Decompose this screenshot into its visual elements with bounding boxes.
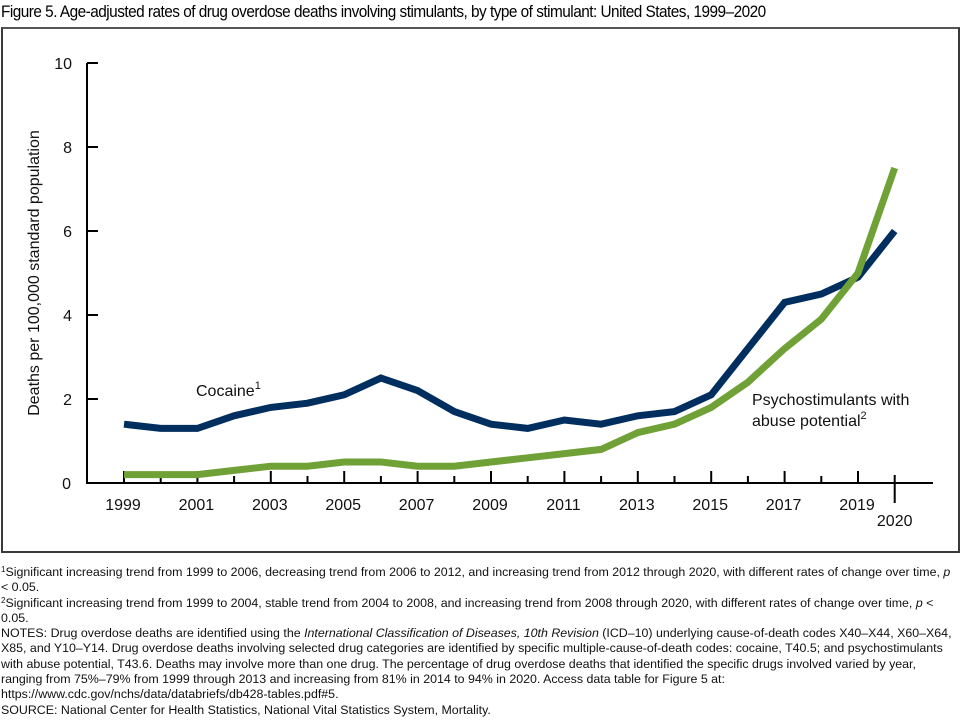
x-tick-label: 2011: [546, 497, 581, 514]
x-tick-label: 2019: [839, 497, 875, 514]
x-axis: 1999 2001 2003 2005 2007 2009 2011 2013 2015 2017…: [86, 471, 933, 530]
y-tick-label: 6: [63, 224, 72, 241]
x-tick-label: 2015: [692, 497, 728, 514]
x-tick-label: 2017: [766, 497, 802, 514]
cocaine-line: [123, 228, 898, 432]
psychostimulants-label-line2: abuse potential2: [752, 410, 867, 430]
figure-title: Figure 5. Age-adjusted rates of drug ove…: [1, 3, 766, 21]
x-tick-label: 2001: [179, 497, 215, 514]
footnote-2: 2Significant increasing trend from 1999 …: [1, 595, 934, 625]
y-tick-label: 4: [63, 308, 72, 325]
psychostimulants-label-line1: Psychostimulants with: [752, 392, 909, 409]
x-tick-label: 2013: [619, 497, 655, 514]
psychostimulants-line: [124, 166, 899, 479]
x-tick-label: 2003: [252, 497, 288, 514]
chart-frame: [1, 27, 960, 553]
figure-notes: 1Significant increasing trend from 1999 …: [1, 565, 956, 718]
notes-text: NOTES: Drug overdose deaths are identifi…: [1, 626, 952, 702]
y-tick-label: 8: [63, 140, 72, 157]
source-text: SOURCE: National Center for Health Stati…: [1, 702, 491, 717]
footnote-1: 1Significant increasing trend from 1999 …: [1, 565, 951, 595]
series-lines: [123, 166, 899, 479]
y-tick-label: 2: [63, 392, 72, 409]
y-tick-label: 0: [62, 476, 71, 493]
x-tick-label: 2020: [877, 513, 913, 530]
x-tick-label: 2009: [472, 497, 508, 514]
x-tick-label: 2007: [399, 497, 435, 514]
cocaine-label: Cocaine1: [196, 380, 261, 400]
y-axis: 0 2 4 6 8 10: [54, 56, 98, 493]
x-tick-label: 1999: [105, 497, 141, 514]
y-tick-label: 10: [54, 56, 72, 73]
y-axis-label: Deaths per 100,000 standard population: [26, 130, 43, 416]
line-chart: 0 2 4 6 8 10 1999 2001 2003 2005 2007 2009 2011 2013…: [26, 56, 933, 530]
x-tick-label: 2005: [325, 497, 361, 514]
